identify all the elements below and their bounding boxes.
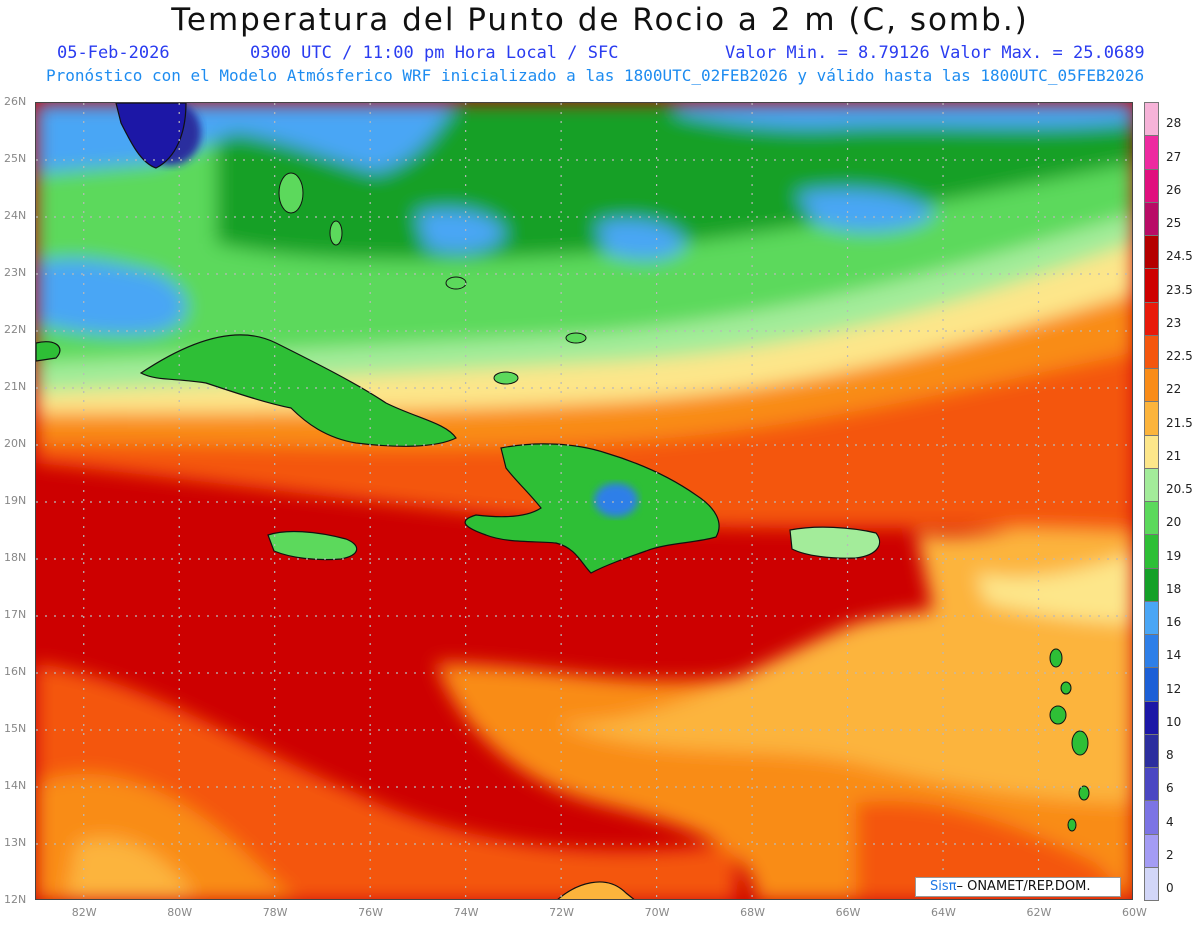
south-america-coast [557, 881, 635, 899]
lat-label: 24N [4, 209, 27, 222]
legend-swatch [1144, 634, 1159, 669]
legend-swatch [1144, 401, 1159, 436]
lon-label: 60W [1122, 906, 1147, 919]
legend-label: 21.5 [1166, 415, 1193, 430]
grid-lines [36, 103, 1132, 899]
cuba-landmass [139, 334, 457, 447]
lesser-antilles [1049, 648, 1090, 832]
legend-swatch [1144, 268, 1159, 303]
legend-label: 4 [1166, 814, 1174, 829]
map-canvas [36, 103, 1132, 899]
legend-swatch [1144, 700, 1159, 735]
legend-swatch [1144, 667, 1159, 702]
legend-swatch [1144, 334, 1159, 369]
lon-label: 72W [549, 906, 574, 919]
bahamas [278, 172, 587, 385]
legend-label: 28 [1166, 116, 1182, 131]
sispi-logo: Sisπ [930, 879, 957, 894]
legend-label: 10 [1166, 714, 1182, 729]
map-title: Temperatura del Punto de Rocio a 2 m (C,… [171, 2, 1029, 38]
lat-label: 19N [4, 494, 27, 507]
lat-label: 25N [4, 152, 27, 165]
legend-label: 22.5 [1166, 349, 1193, 364]
hispaniola-highlands [594, 483, 638, 517]
lat-label: 22N [4, 323, 27, 336]
puerto-rico-landmass [789, 526, 881, 559]
legend-label: 25 [1166, 216, 1182, 231]
lat-label: 17N [4, 608, 27, 621]
lat-label: 12N [4, 893, 27, 906]
legend-label: 20.5 [1166, 482, 1193, 497]
legend-label: 22 [1166, 382, 1182, 397]
legend-label: 20 [1166, 515, 1182, 530]
credit-box: Sisπ– ONAMET/REP.DOM. [915, 877, 1121, 897]
legend-label: 23.5 [1166, 282, 1193, 297]
legend-swatch [1144, 567, 1159, 602]
legend-label: 16 [1166, 615, 1182, 630]
lon-label: 78W [262, 906, 288, 919]
jamaica-landmass [267, 530, 358, 561]
lon-label: 80W [167, 906, 193, 919]
legend-label: 27 [1166, 149, 1182, 164]
legend-swatch [1144, 201, 1159, 236]
lon-label: 74W [453, 906, 479, 919]
legend-swatch [1144, 368, 1159, 403]
legend-swatch [1144, 800, 1159, 835]
legend-swatch [1144, 434, 1159, 469]
legend-label: 26 [1166, 182, 1182, 197]
legend-label: 12 [1166, 681, 1182, 696]
legend-swatch [1144, 168, 1159, 203]
credit-text: – ONAMET/REP.DOM. [956, 879, 1091, 894]
legend-swatch [1144, 102, 1159, 137]
lat-label: 21N [4, 380, 27, 393]
legend-label: 23 [1166, 315, 1182, 330]
lon-label: 68W [740, 906, 765, 919]
dewpoint-map [35, 102, 1133, 900]
lon-label: 66W [835, 906, 861, 919]
legend-swatch [1144, 467, 1159, 502]
model-info: Pronóstico con el Modelo Atmósferico WRF… [46, 66, 1145, 85]
legend-swatch [1144, 833, 1159, 868]
lon-label: 62W [1026, 906, 1052, 919]
lat-label: 18N [4, 551, 27, 564]
legend-swatch [1144, 733, 1159, 768]
legend-label: 18 [1166, 581, 1182, 596]
legend-label: 24.5 [1166, 249, 1193, 264]
lat-label: 15N [4, 722, 27, 735]
min-max-values: Valor Min. = 8.79126 Valor Max. = 25.068… [725, 43, 1145, 63]
lat-label: 14N [4, 779, 27, 792]
florida-landmass [115, 103, 187, 169]
legend-label: 21 [1166, 448, 1182, 463]
lat-label: 13N [4, 836, 27, 849]
legend-swatch [1144, 301, 1159, 336]
legend-label: 6 [1166, 781, 1174, 796]
lat-label: 16N [4, 665, 27, 678]
dewpoint-shading [36, 103, 1132, 899]
lon-label: 64W [931, 906, 956, 919]
forecast-date: 05-Feb-2026 [57, 43, 170, 63]
yucatan-landmass [36, 341, 61, 362]
legend-label: 2 [1166, 847, 1174, 862]
legend-swatch [1144, 534, 1159, 569]
forecast-time: 0300 UTC / 11:00 pm Hora Local / SFC [250, 43, 619, 63]
legend-label: 19 [1166, 548, 1182, 563]
land-outlines [36, 103, 881, 899]
lon-label: 70W [644, 906, 670, 919]
legend-swatch [1144, 767, 1159, 802]
legend-label: 8 [1166, 748, 1174, 763]
lat-label: 26N [4, 95, 27, 108]
lat-label: 20N [4, 437, 27, 450]
legend-swatch [1144, 600, 1159, 635]
legend-swatch [1144, 235, 1159, 270]
lat-label: 23N [4, 266, 27, 279]
hispaniola-landmass [464, 443, 720, 574]
legend-swatch [1144, 866, 1159, 901]
lon-label: 76W [358, 906, 384, 919]
lon-label: 82W [71, 906, 97, 919]
legend-label: 0 [1166, 881, 1174, 896]
legend-swatch [1144, 501, 1159, 536]
legend-swatch [1144, 135, 1159, 170]
legend-label: 14 [1166, 648, 1182, 663]
